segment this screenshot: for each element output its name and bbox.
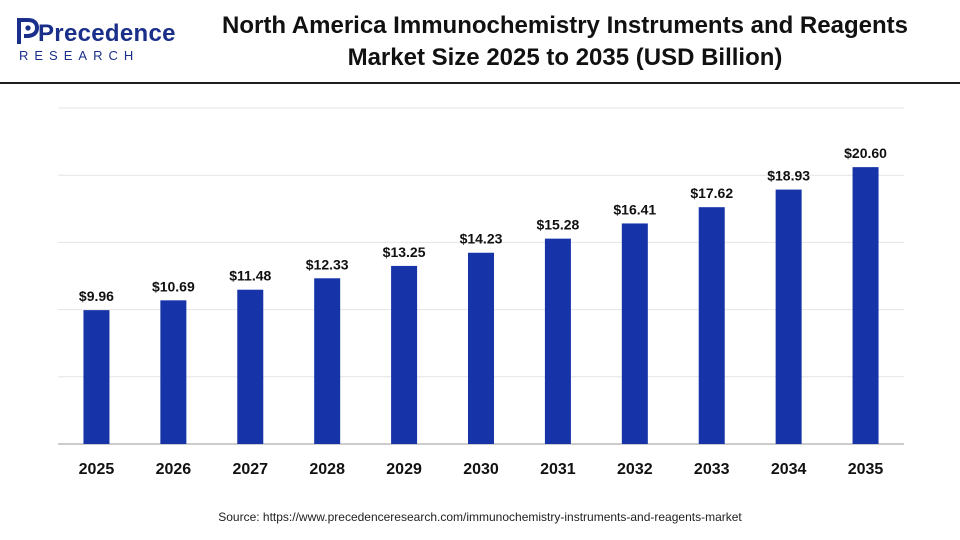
x-tick-label-2035: 2035: [848, 461, 884, 478]
bar-chart: $9.96 $10.69 $11.48 $12.33 $13.25 $14.23 $15.2…: [58, 107, 904, 478]
brand-logo: Precedence RESEARCH: [16, 16, 175, 66]
bar-2028: [314, 278, 341, 444]
data-label-2035: $20.60: [844, 145, 887, 161]
bar-2025: [83, 310, 110, 444]
brand-tagline: RESEARCH: [19, 48, 140, 63]
data-label-2032: $16.41: [613, 201, 656, 217]
source-note: Source: https://www.precedenceresearch.c…: [218, 510, 742, 524]
data-label-2034: $18.93: [767, 168, 810, 184]
bar-2030: [468, 252, 494, 444]
x-tick-label-2034: 2034: [771, 461, 807, 478]
x-tick-label-2030: 2030: [463, 461, 499, 478]
x-tick-label-2027: 2027: [232, 461, 268, 478]
x-tick-label-2025: 2025: [79, 461, 115, 478]
chart-title-line-2: Market Size 2025 to 2035 (USD Billion): [347, 44, 783, 71]
chart-header: Precedence RESEARCH North America Immuno…: [0, 0, 960, 84]
data-label-2029: $13.25: [383, 244, 426, 260]
bar-2034: [775, 189, 802, 444]
data-label-2025: $9.96: [79, 288, 114, 304]
gridlines: [58, 107, 904, 378]
chart-title: North America Immunochemistry Instrument…: [190, 10, 940, 74]
bar-2029: [391, 265, 418, 444]
bar-2031: [544, 238, 571, 444]
data-label-2033: $17.62: [690, 185, 733, 201]
data-label-2031: $15.28: [536, 217, 579, 233]
x-tick-label-2031: 2031: [540, 461, 576, 478]
bar-2026: [160, 300, 187, 444]
x-tick-label-2033: 2033: [694, 461, 730, 478]
data-label-2027: $11.48: [229, 268, 271, 284]
bar-2027: [237, 289, 264, 444]
bar-2033: [698, 207, 725, 444]
x-tick-label-2026: 2026: [156, 461, 192, 478]
x-tick-label-2029: 2029: [386, 461, 422, 478]
data-labels: $9.96 $10.69 $11.48 $12.33 $13.25 $14.23 $15.2…: [79, 145, 887, 304]
x-tick-labels: 2025 2026 2027 2028 2029 2030 2031 2032 2033 2034…: [79, 461, 884, 478]
bar-2032: [621, 223, 648, 444]
brand-name: Precedence: [38, 20, 176, 47]
logo-mark-icon: [17, 18, 40, 44]
data-label-2028: $12.33: [306, 256, 349, 272]
data-label-2026: $10.69: [152, 278, 195, 294]
x-tick-label-2032: 2032: [617, 461, 653, 478]
bars: [83, 167, 879, 445]
x-tick-label-2028: 2028: [309, 461, 345, 478]
data-label-2030: $14.23: [460, 231, 503, 247]
chart-title-line-1: North America Immunochemistry Instrument…: [222, 12, 908, 39]
bar-2035: [852, 167, 879, 445]
